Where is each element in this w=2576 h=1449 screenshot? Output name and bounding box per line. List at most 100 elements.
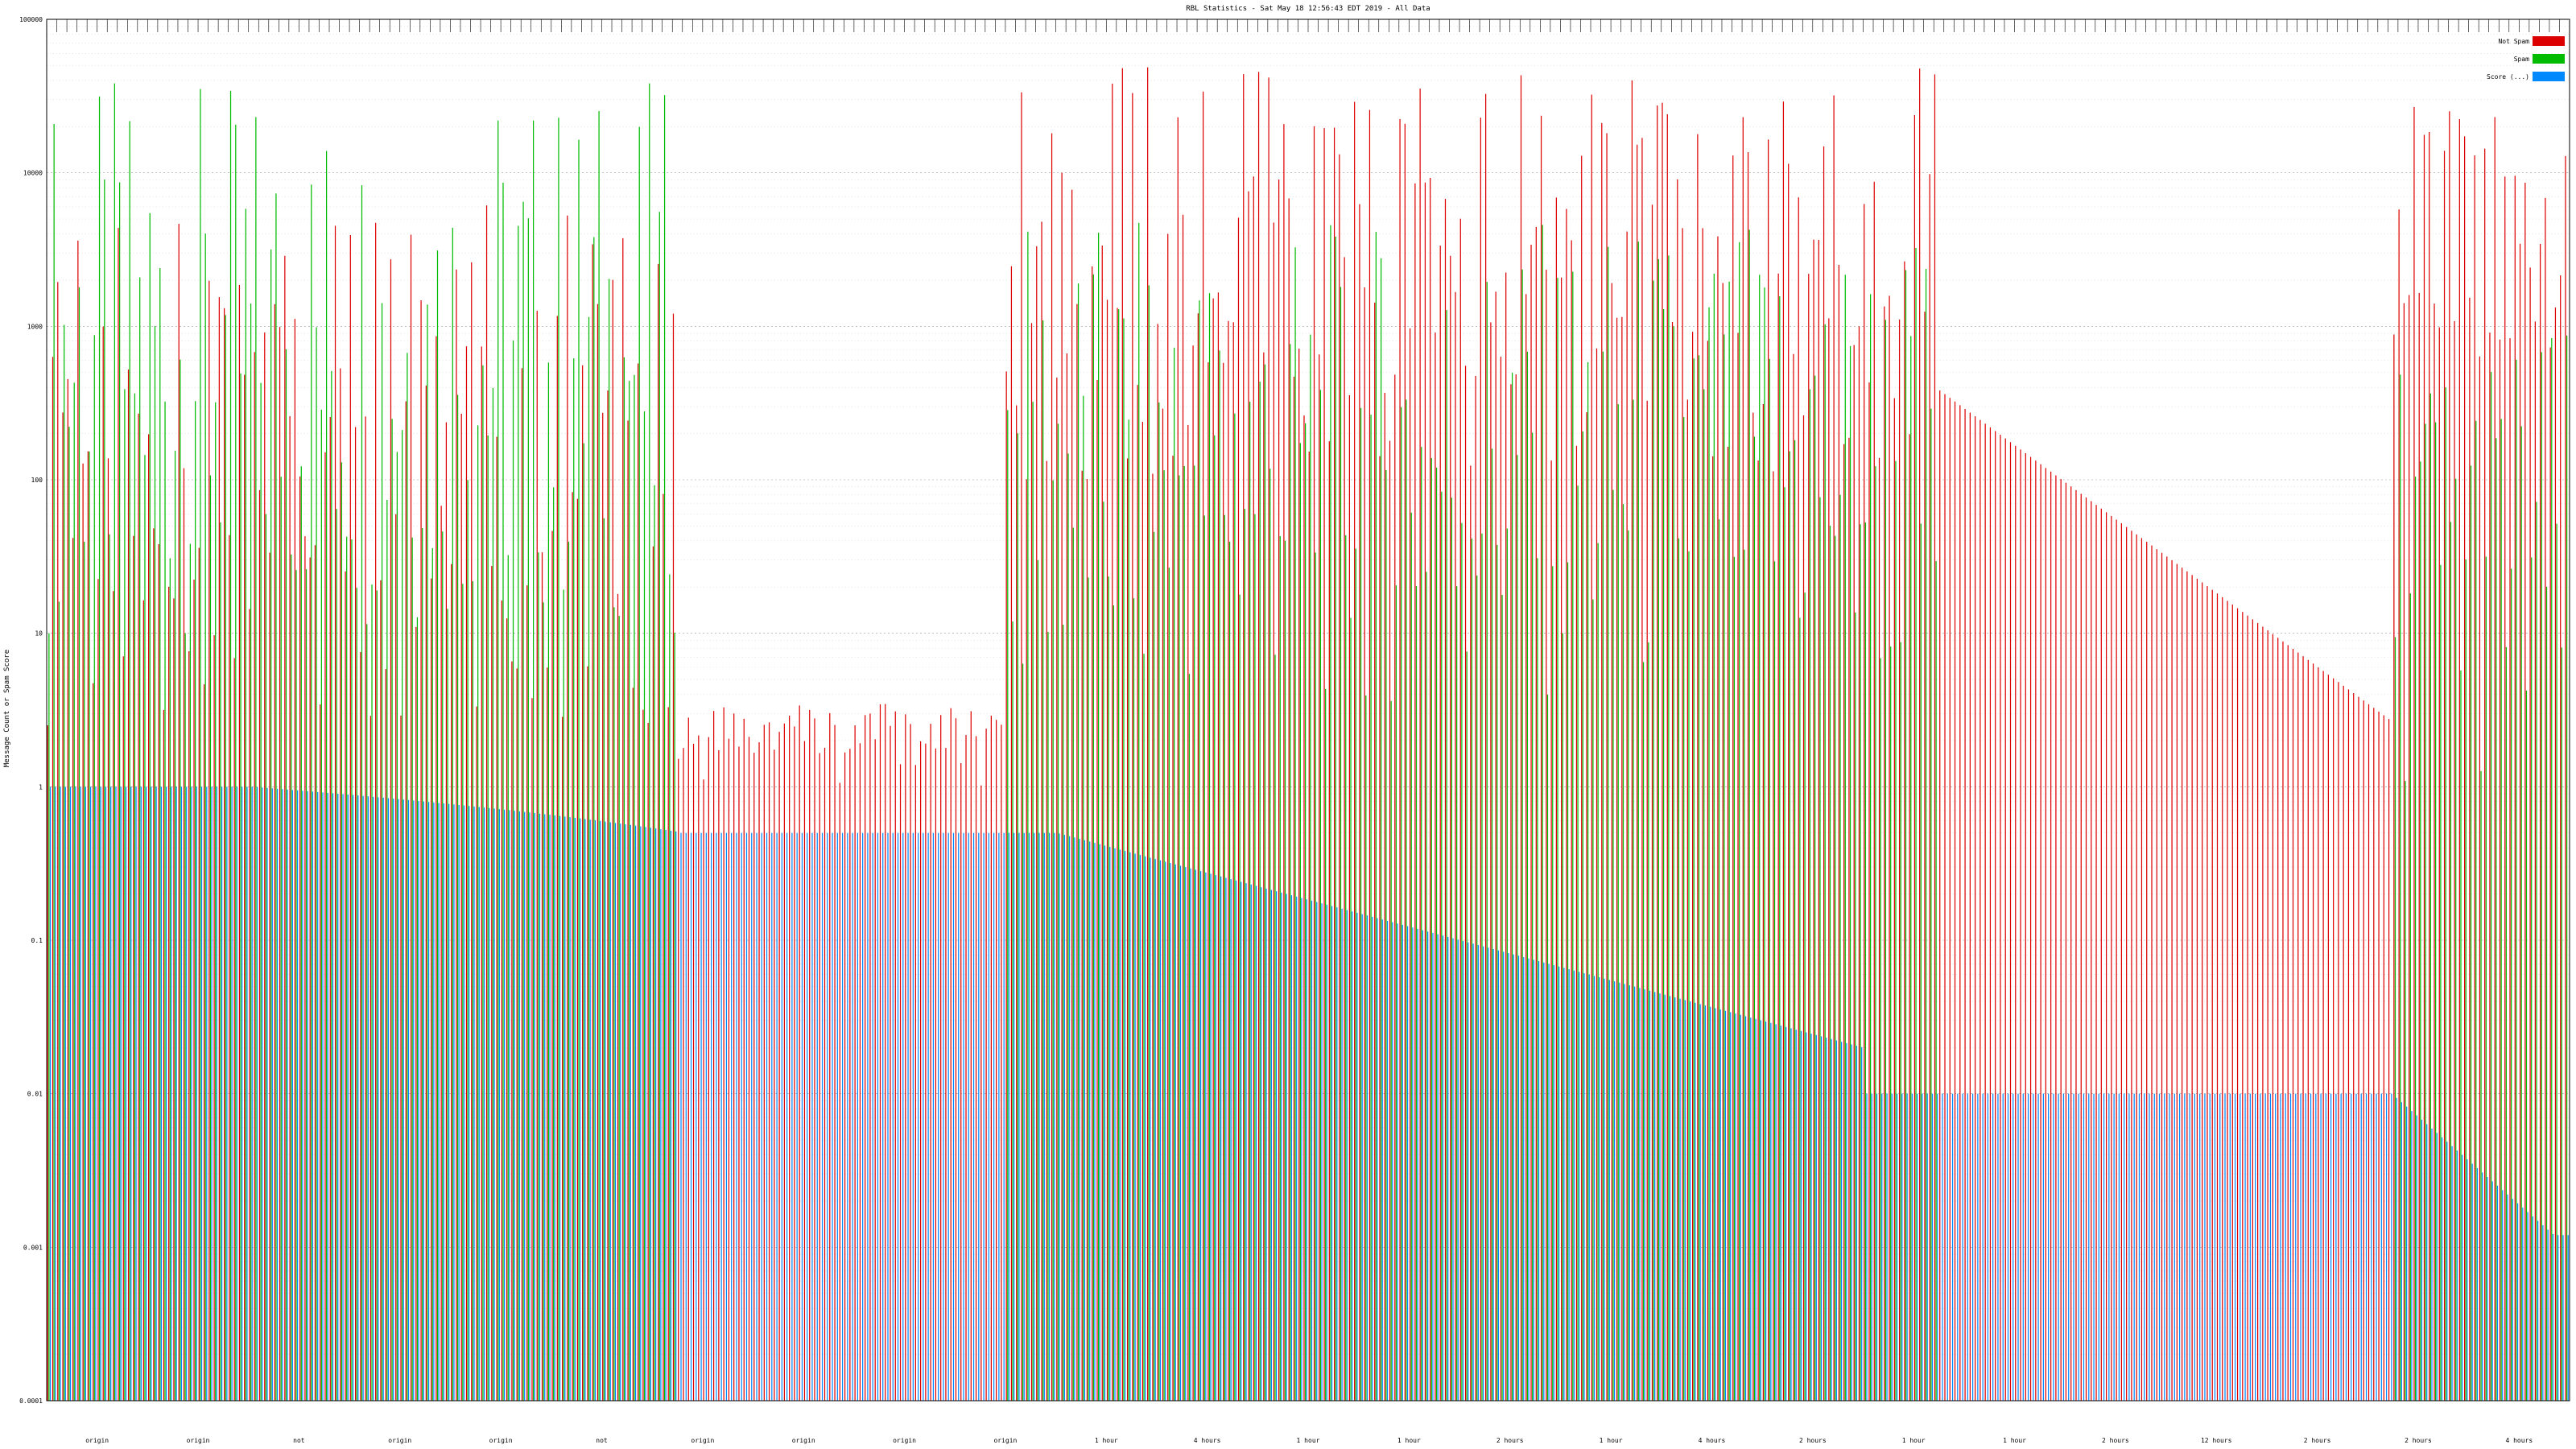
bar-spam bbox=[341, 462, 343, 1402]
bar-not-spam bbox=[142, 600, 144, 1401]
bar-score bbox=[2053, 1093, 2054, 1401]
bar-score bbox=[2128, 1093, 2130, 1401]
bar-spam bbox=[1390, 700, 1392, 1401]
bar-spam bbox=[1022, 663, 1024, 1401]
bar-not-spam bbox=[1913, 114, 1916, 1402]
bar-not-spam bbox=[561, 716, 564, 1401]
bar-score bbox=[2320, 1093, 2322, 1401]
bar-score bbox=[2093, 1093, 2095, 1401]
bar-score bbox=[524, 811, 526, 1401]
bar-score bbox=[1159, 860, 1162, 1401]
bar-score bbox=[2224, 1093, 2226, 1401]
bar-not-spam bbox=[940, 715, 942, 1401]
bar-score bbox=[196, 786, 197, 1401]
bar-not-spam bbox=[1419, 89, 1421, 1402]
x-group-label: 4 hours bbox=[2505, 1437, 2533, 1444]
bar-score bbox=[1003, 832, 1005, 1401]
bar-spam bbox=[1935, 561, 1937, 1402]
bar-not-spam bbox=[642, 709, 644, 1401]
bar-spam bbox=[598, 110, 600, 1401]
bar-not-spam bbox=[1404, 123, 1406, 1402]
bar-score bbox=[620, 824, 621, 1401]
bar-score bbox=[2058, 1093, 2059, 1401]
bar-not-spam bbox=[556, 316, 558, 1402]
bar-spam bbox=[1794, 440, 1796, 1401]
bar-spam bbox=[456, 394, 459, 1401]
bar-score bbox=[544, 814, 546, 1401]
bar-score bbox=[2371, 1093, 2372, 1401]
bar-spam bbox=[2545, 586, 2548, 1401]
bar-spam bbox=[1208, 293, 1211, 1402]
bar-spam bbox=[336, 509, 337, 1401]
bar-spam bbox=[48, 633, 50, 1401]
bar-score bbox=[2073, 1093, 2074, 1401]
bar-not-spam bbox=[597, 303, 599, 1401]
bar-score bbox=[1629, 985, 1630, 1401]
bar-spam bbox=[1360, 407, 1362, 1401]
bar-score bbox=[1785, 1026, 1787, 1401]
bar-not-spam bbox=[1722, 283, 1724, 1402]
bar-not-spam bbox=[1237, 217, 1240, 1402]
bar-score bbox=[1245, 883, 1247, 1401]
bar-score bbox=[271, 788, 273, 1401]
bar-score bbox=[766, 832, 768, 1401]
bar-score bbox=[836, 832, 838, 1401]
x-group-label: 4 hours bbox=[1194, 1437, 1221, 1444]
bar-score bbox=[342, 794, 344, 1401]
bar-not-spam bbox=[1046, 460, 1047, 1401]
bar-not-spam bbox=[1152, 473, 1154, 1401]
bar-score bbox=[2219, 1093, 2221, 1401]
bar-spam bbox=[2541, 352, 2542, 1401]
bar-spam bbox=[1007, 410, 1009, 1401]
bar-score bbox=[2103, 1093, 2105, 1401]
bar-spam bbox=[1542, 225, 1543, 1402]
bar-score bbox=[2178, 1093, 2181, 1401]
bar-not-spam bbox=[1757, 460, 1759, 1402]
bar-not-spam bbox=[2403, 303, 2405, 1402]
bar-not-spam bbox=[1313, 126, 1315, 1401]
bar-not-spam bbox=[1555, 197, 1557, 1401]
bar-not-spam bbox=[2423, 134, 2425, 1401]
bar-score bbox=[75, 786, 76, 1401]
bar-spam bbox=[1829, 526, 1831, 1401]
bar-score bbox=[1568, 968, 1570, 1401]
bar-not-spam bbox=[789, 715, 791, 1401]
bar-not-spam bbox=[996, 720, 997, 1401]
bar-score bbox=[2496, 1185, 2499, 1401]
bar-score bbox=[1230, 879, 1232, 1401]
bar-score bbox=[2355, 1093, 2357, 1401]
bar-score bbox=[539, 813, 541, 1401]
bar-not-spam bbox=[1853, 345, 1855, 1402]
bar-spam bbox=[2460, 670, 2462, 1401]
bar-not-spam bbox=[2287, 645, 2289, 1401]
bar-not-spam bbox=[2297, 652, 2299, 1401]
bar-score bbox=[2204, 1093, 2206, 1401]
bar-score bbox=[1835, 1040, 1837, 1401]
bar-not-spam bbox=[607, 390, 609, 1401]
bar-not-spam bbox=[587, 666, 588, 1401]
bar-spam bbox=[1188, 674, 1191, 1401]
bar-not-spam bbox=[52, 357, 54, 1401]
bar-not-spam bbox=[1096, 380, 1098, 1402]
bar-not-spam bbox=[354, 427, 357, 1401]
bar-score bbox=[166, 786, 167, 1401]
bar-spam bbox=[1299, 443, 1301, 1401]
bar-not-spam bbox=[1076, 303, 1078, 1401]
bar-score bbox=[771, 832, 773, 1401]
bar-spam bbox=[502, 182, 504, 1401]
bar-not-spam bbox=[1101, 246, 1103, 1401]
bar-spam bbox=[164, 401, 166, 1401]
bar-score bbox=[1084, 840, 1086, 1401]
bar-not-spam bbox=[1016, 405, 1018, 1401]
bar-score bbox=[609, 822, 611, 1401]
bar-score bbox=[1286, 894, 1287, 1401]
y-tick-label: 100000 bbox=[19, 16, 43, 23]
bar-spam bbox=[422, 528, 423, 1402]
bar-not-spam bbox=[1368, 109, 1371, 1402]
bar-score bbox=[2255, 1093, 2256, 1401]
bar-not-spam bbox=[2242, 612, 2244, 1401]
bar-spam bbox=[220, 522, 221, 1401]
bar-not-spam bbox=[738, 746, 740, 1401]
bar-spam bbox=[1067, 453, 1069, 1401]
bar-not-spam bbox=[849, 749, 851, 1401]
